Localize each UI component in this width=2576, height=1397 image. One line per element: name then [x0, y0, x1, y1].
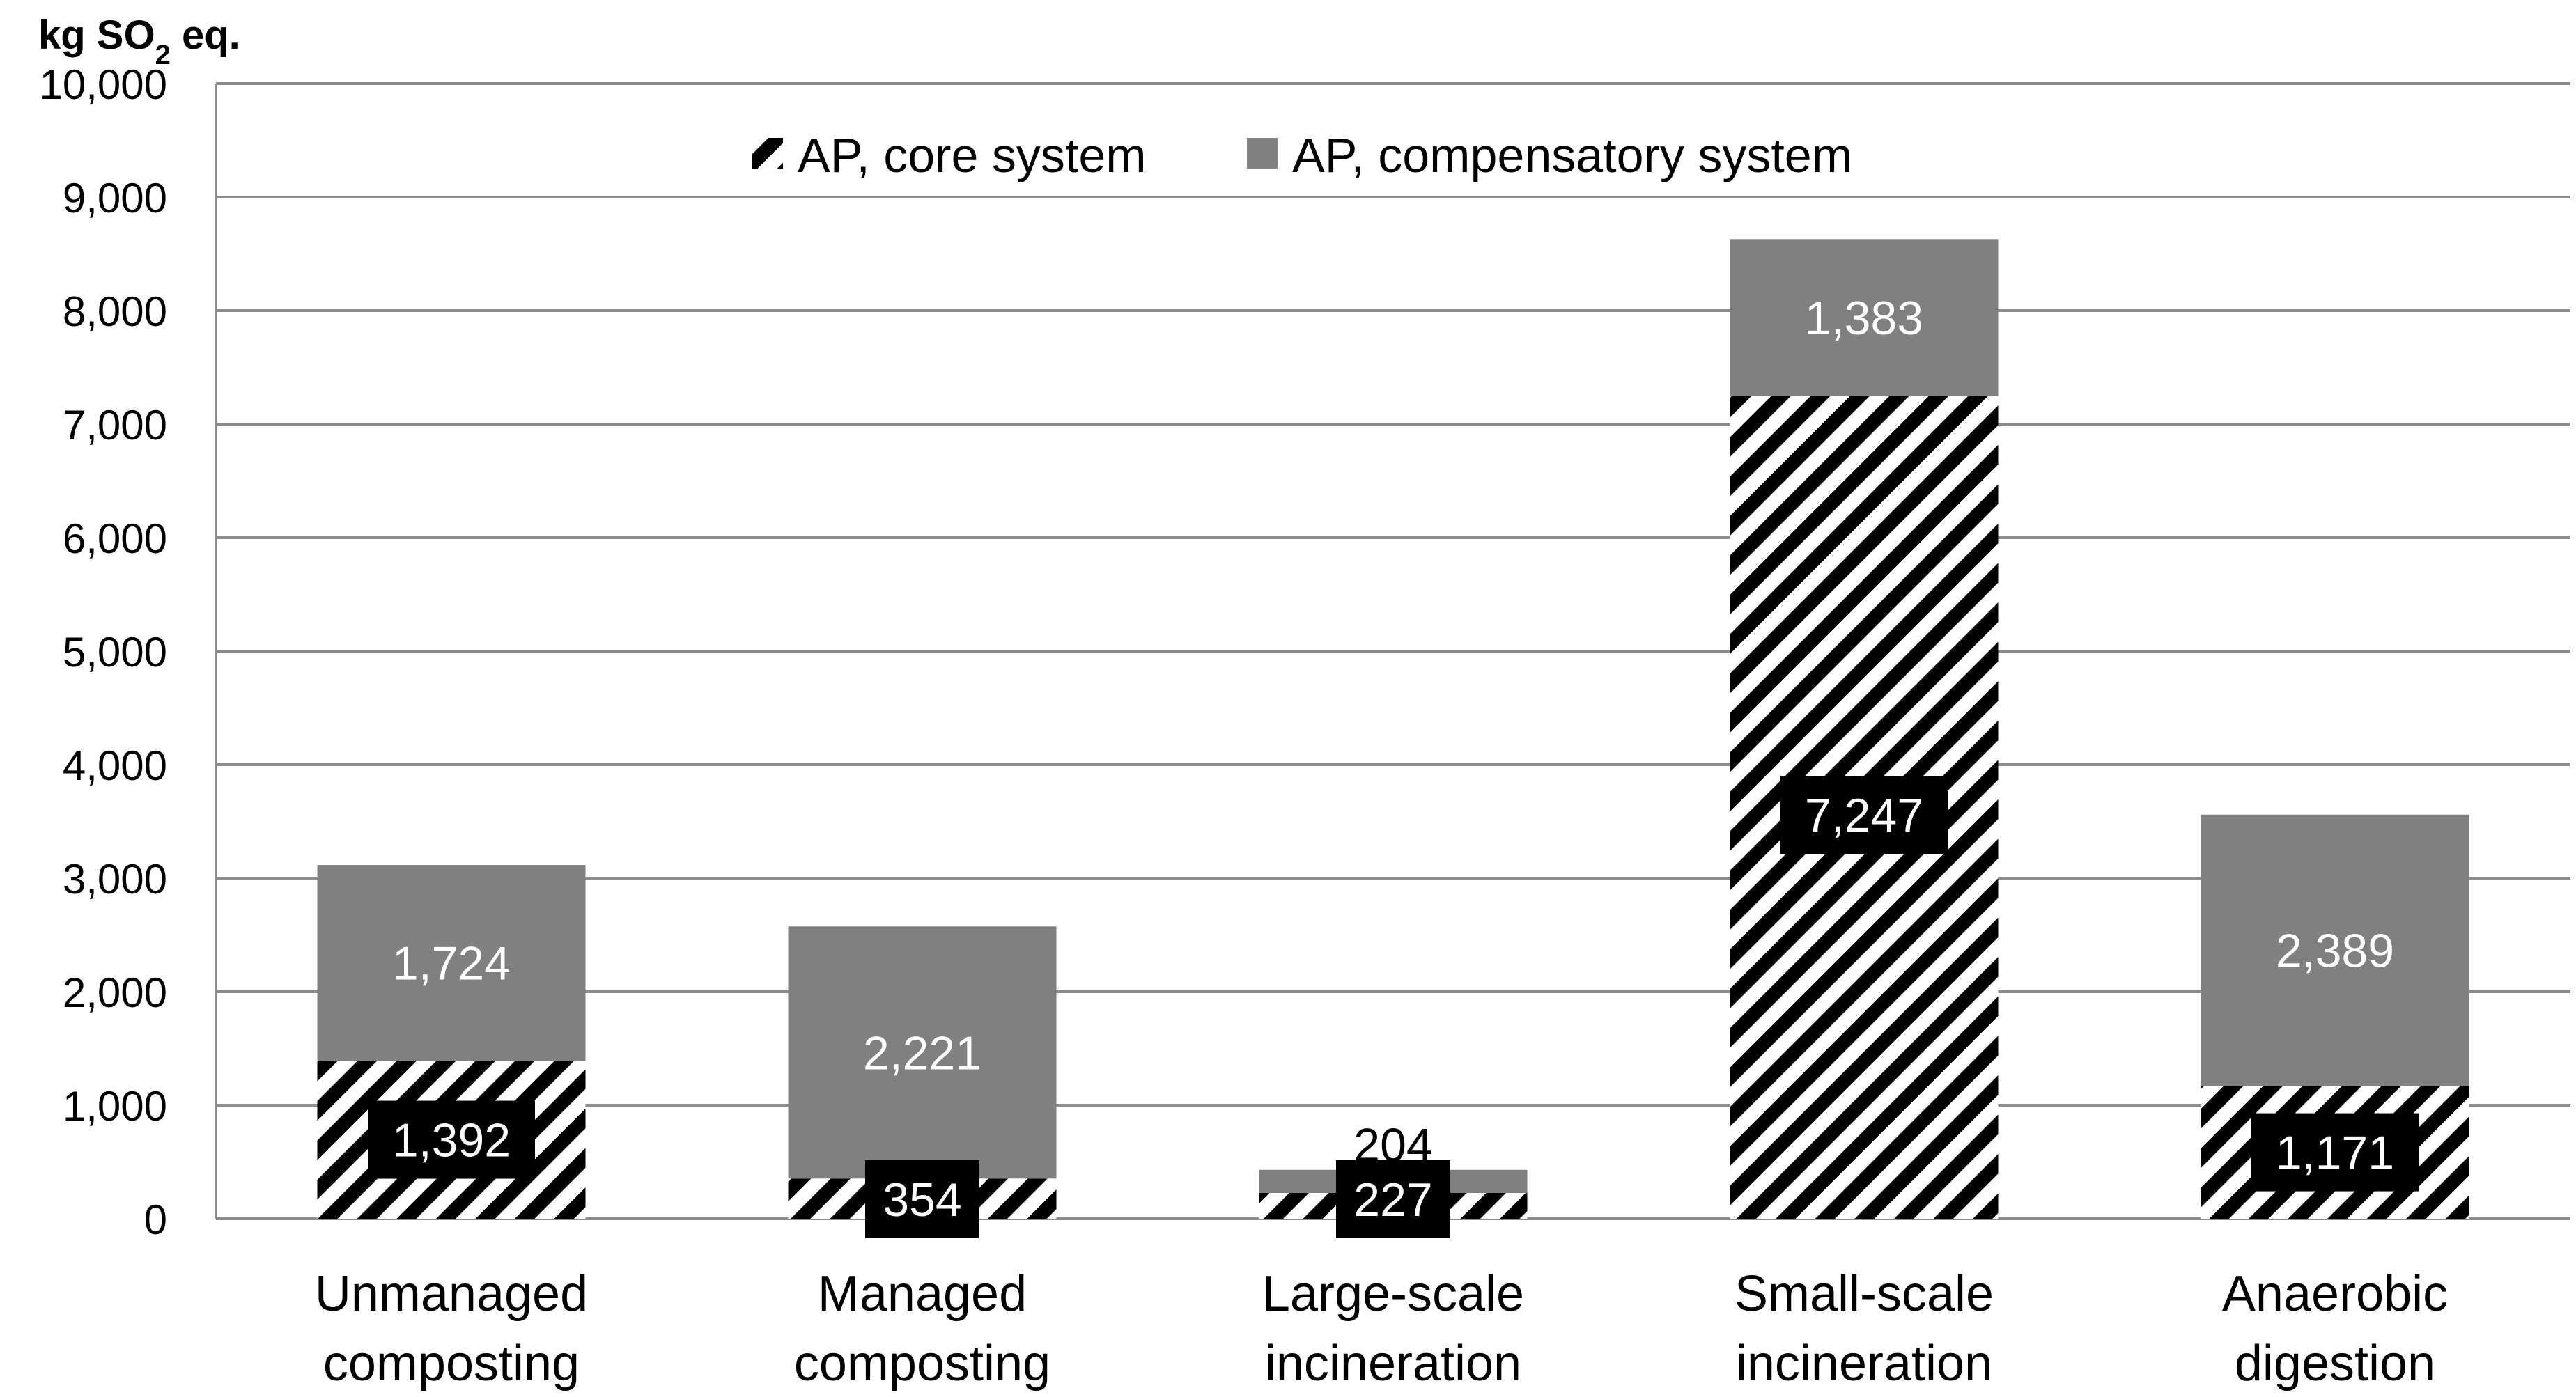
y-axis-ticks: 0 1,000 2,000 3,000 4,000 5,000 6,000 7,000 8,00…: [39, 61, 167, 1243]
data-label-core: 7,247: [1805, 789, 1923, 842]
y-tick-label: 1,000: [63, 1083, 167, 1130]
data-label-compensatory: 1,724: [392, 937, 511, 990]
data-label-box-core: [2251, 1113, 2419, 1192]
data-labels: 1,7241,3922,2213542042271,3837,2472,3891…: [368, 292, 2419, 1238]
x-category-label: composting: [794, 1336, 1050, 1391]
y-tick-label: 7,000: [63, 402, 167, 448]
bar-compensatory-segment: [788, 926, 1057, 1179]
bars: [317, 239, 2469, 1219]
data-label-box-core: [1336, 1160, 1450, 1238]
x-category-label: Large-scale: [1262, 1266, 1524, 1322]
data-label-core: 1,171: [2276, 1127, 2394, 1180]
data-label-core: 1,392: [392, 1114, 511, 1167]
y-tick-label: 4,000: [63, 742, 167, 789]
data-label-compensatory: 1,383: [1805, 292, 1923, 345]
y-axis-label: kg SO2 eq.: [38, 13, 240, 70]
data-label-box-core: [865, 1160, 979, 1238]
y-tick-label: 2,000: [63, 969, 167, 1016]
x-category-label: Unmanaged: [315, 1266, 588, 1322]
legend-swatch-compensatory: [1247, 138, 1278, 169]
y-tick-label: 10,000: [39, 61, 167, 108]
y-tick-label: 5,000: [63, 629, 167, 676]
x-axis-categories: Unmanaged composting Managed composting Larg…: [315, 1266, 2448, 1391]
x-category-label: incineration: [1265, 1336, 1521, 1391]
legend-label-core: AP, core system: [798, 128, 1147, 182]
y-tick-label: 6,000: [63, 515, 167, 562]
x-category-label: incineration: [1736, 1336, 1992, 1391]
x-category-label: composting: [323, 1336, 580, 1391]
gridlines: [215, 82, 2570, 1220]
legend-label-compensatory: AP, compensatory system: [1292, 128, 1852, 182]
x-category-label: Small-scale: [1735, 1266, 1994, 1322]
x-category-label: digestion: [2235, 1336, 2435, 1391]
x-category-label: Anaerobic: [2222, 1266, 2448, 1322]
bar-compensatory-segment: [1730, 239, 1999, 396]
y-tick-label: 9,000: [63, 175, 167, 221]
data-label-core: 354: [883, 1173, 961, 1226]
data-label-box-core: [368, 1100, 535, 1179]
y-tick-label: 0: [144, 1196, 167, 1243]
data-label-core: 227: [1353, 1173, 1432, 1226]
data-label-box-core: [1780, 776, 1948, 854]
y-tick-label: 3,000: [63, 856, 167, 903]
bar-compensatory-segment: [317, 865, 586, 1061]
legend: AP, core system AP, compensatory system: [752, 128, 1852, 182]
legend-swatch-core: [752, 138, 783, 169]
data-label-compensatory: 2,389: [2276, 924, 2394, 977]
data-label-compensatory: 2,221: [863, 1027, 981, 1079]
x-category-label: Managed: [818, 1266, 1027, 1322]
bar-compensatory-segment: [2201, 814, 2469, 1086]
y-tick-label: 8,000: [63, 288, 167, 335]
